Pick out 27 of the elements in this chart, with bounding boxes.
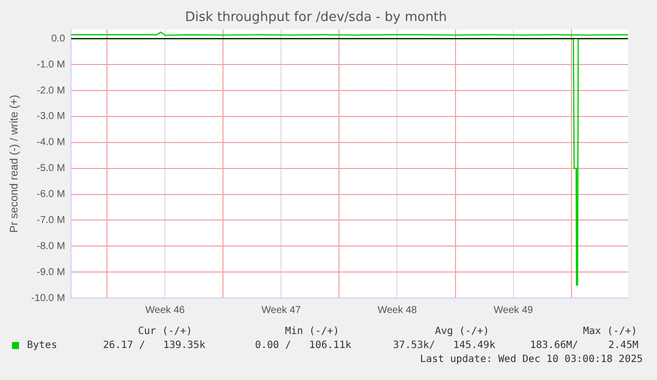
legend-label: Bytes <box>27 340 58 351</box>
y-tick-label: -8.0 M <box>36 240 66 252</box>
x-tick-label: Week 48 <box>378 304 418 316</box>
text: 26.17 / 139.35k <box>103 340 206 351</box>
y-tick-label: -3.0 M <box>36 111 66 122</box>
x-tick-label: Week 47 <box>262 304 302 316</box>
y-tick-label: -9.0 M <box>36 266 66 278</box>
text: Max (-/+) <box>583 326 638 337</box>
y-axis-title: Pr second read (-) / write (+) <box>8 94 21 233</box>
text: Min (-/+) <box>285 326 340 337</box>
y-tick-label: -6.0 M <box>36 189 66 200</box>
x-tick-label: Week 46 <box>145 304 186 316</box>
text: Avg (-/+) <box>435 326 490 337</box>
text: Cur (-/+) <box>138 326 192 337</box>
y-tick-label: 0.0 <box>51 33 66 44</box>
y-tick-label: -10.0 M <box>31 292 66 304</box>
y-tick-label: -5.0 M <box>36 163 66 174</box>
y-tick-label: -4.0 M <box>36 137 66 148</box>
y-tick-label: -2.0 M <box>36 85 66 96</box>
y-tick-label: -7.0 M <box>36 214 66 226</box>
text: 37.53k/ 145.49k <box>393 340 496 351</box>
text: 0.00 / 106.11k <box>255 340 352 351</box>
y-tick-label: -1.0 M <box>36 59 66 70</box>
text: Last update: Wed Dec 10 03:00:18 2025 <box>420 354 643 365</box>
text: 183.66M/ 2.45M <box>530 340 638 351</box>
x-tick-label: Week 49 <box>494 304 534 316</box>
chart-title: Disk throughput for /dev/sda - by month <box>185 10 447 26</box>
